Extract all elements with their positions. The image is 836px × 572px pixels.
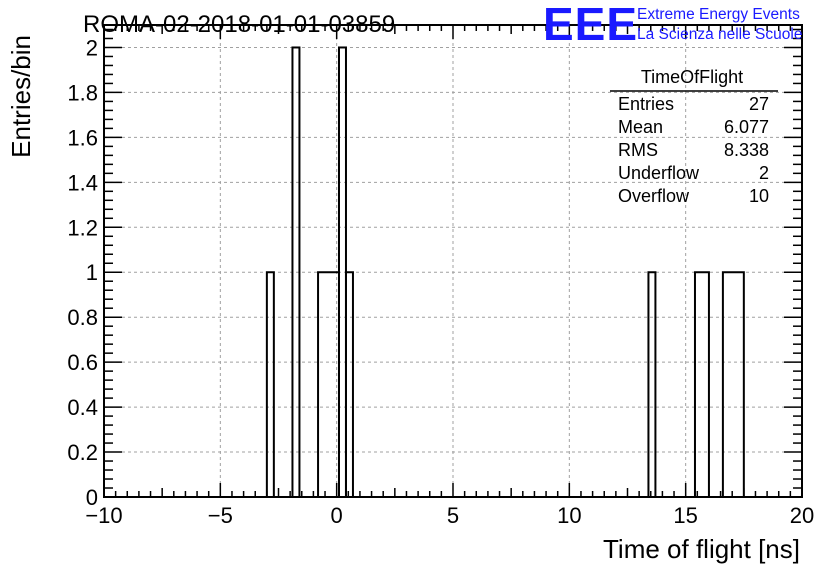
- x-tick-label: 20: [790, 503, 814, 528]
- histogram-bin: [721, 271, 745, 498]
- histogram-bin: [647, 271, 657, 498]
- x-tick-label: 5: [447, 503, 459, 528]
- y-tick-label: 1: [86, 260, 98, 285]
- x-tick-label: −5: [208, 503, 233, 528]
- histogram-bin: [693, 271, 710, 498]
- histogram-bin: [265, 271, 275, 498]
- y-tick-label: 1.8: [67, 80, 98, 105]
- x-tick-label: 15: [673, 503, 697, 528]
- stats-box-name: TimeOfFlight: [641, 67, 743, 87]
- stats-value-mean: 6.077: [724, 117, 769, 137]
- histogram-bin: [317, 271, 340, 498]
- stats-value-entries: 27: [749, 94, 769, 114]
- stats-label-overflow: Overflow: [618, 186, 690, 206]
- eee-logo-line1: Extreme Energy Events: [637, 6, 800, 23]
- stats-value-underflow: 2: [759, 163, 769, 183]
- grid-lines: [104, 25, 802, 497]
- histogram-bin: [344, 271, 354, 498]
- stats-value-overflow: 10: [749, 186, 769, 206]
- y-axis-title: Entries/bin: [6, 35, 36, 158]
- stats-label-rms: RMS: [618, 140, 658, 160]
- y-tick-label: 0.6: [67, 350, 98, 375]
- y-tick-label: 0.8: [67, 305, 98, 330]
- y-tick-label: 2: [86, 35, 98, 60]
- eee-logo-line2: La Scienza nelle Scuole: [637, 26, 802, 43]
- y-tick-label: 0.2: [67, 440, 98, 465]
- eee-logo-mark: EEE: [543, 0, 638, 50]
- y-tick-label: 1.4: [67, 170, 98, 195]
- stats-label-underflow: Underflow: [618, 163, 700, 183]
- stats-label-entries: Entries: [618, 94, 674, 114]
- stats-value-rms: 8.338: [724, 140, 769, 160]
- x-tick-label: 0: [331, 503, 343, 528]
- x-tick-label: −10: [85, 503, 122, 528]
- y-tick-label: 1.2: [67, 215, 98, 240]
- x-axis-title: Time of flight [ns]: [603, 534, 800, 564]
- chart-title: ROMA-02-2018-01-01-03859: [83, 11, 395, 38]
- x-tick-label: 10: [557, 503, 581, 528]
- eee-logo: EEE Extreme Energy Events La Scienza nel…: [543, 0, 802, 50]
- y-tick-label: 0: [86, 485, 98, 510]
- y-tick-label: 0.4: [67, 395, 98, 420]
- axis-ticks: [103, 25, 803, 498]
- stats-box: TimeOfFlight Entries 27 Mean 6.077 RMS 8…: [610, 67, 778, 206]
- stats-label-mean: Mean: [618, 117, 663, 137]
- y-tick-label: 1.6: [67, 125, 98, 150]
- tick-labels: −10 −5 0 5 10 15 20 0 0.2 0.4 0.6 0.8 1 1.2 1.4 1.6 1.8 2: [67, 35, 814, 528]
- histogram-bars: [265, 46, 745, 498]
